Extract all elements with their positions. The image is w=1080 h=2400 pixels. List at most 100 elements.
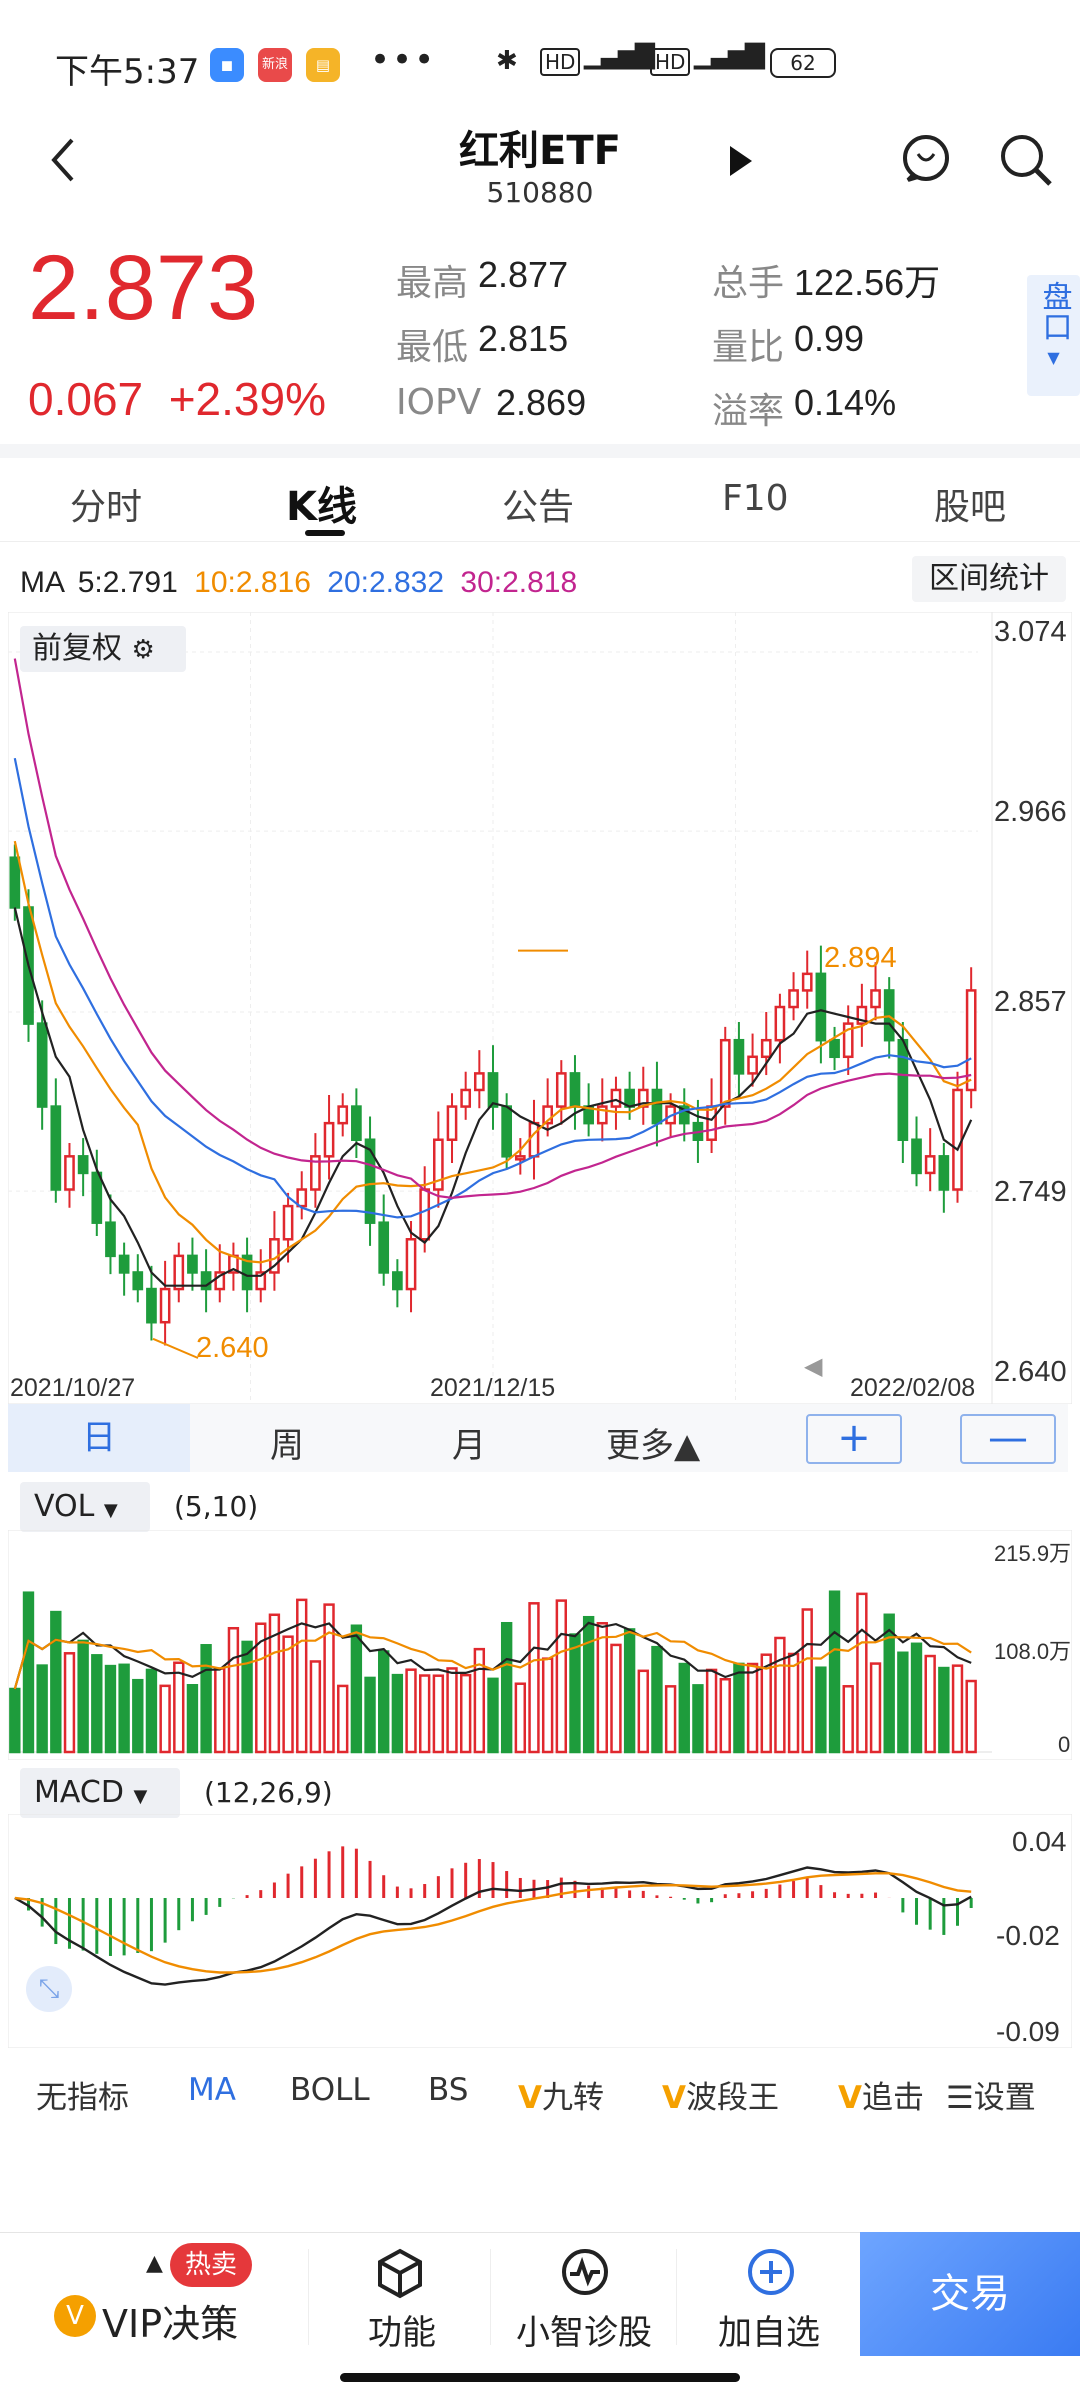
volume-chart[interactable]: [8, 1530, 1072, 1760]
candle-up: [856, 1005, 868, 1025]
tab-intraday[interactable]: 分时: [70, 487, 143, 528]
ma5-value: 5:2.791: [77, 566, 178, 599]
kline-chart[interactable]: [8, 612, 1072, 1404]
indicator-boll[interactable]: BOLL: [290, 2072, 370, 2108]
candle-up: [159, 1287, 171, 1324]
candle-down: [378, 1221, 390, 1274]
adjust-mode-button[interactable]: 前复权 ⚙: [20, 626, 186, 672]
vol-bar-up: [664, 1685, 677, 1754]
hd-icon: HD: [540, 48, 581, 76]
function-button[interactable]: 功能: [340, 2233, 460, 2363]
pankou-button[interactable]: 盘口 ▼: [1027, 275, 1080, 396]
ma10-value: 10:2.816: [194, 566, 311, 599]
caret-down-icon: ▼: [103, 1500, 118, 1521]
period-month[interactable]: 月: [452, 1426, 486, 1466]
back-button[interactable]: [44, 130, 84, 190]
vip-decision-label: VIP决策: [102, 2302, 239, 2346]
min-price-label: 2.640: [196, 1332, 269, 1364]
vol-bar-down: [200, 1644, 212, 1754]
vol-bar-down: [651, 1645, 663, 1754]
x-axis-label-start: 2021/10/27: [10, 1374, 136, 1402]
vol-bar-up: [801, 1608, 813, 1754]
vol-axis-label-top: 215.9万: [994, 1541, 1072, 1566]
hd-icon-2: HD: [650, 48, 691, 76]
gallery-app-icon: ▤: [306, 48, 340, 82]
indicator-boduanwang-label: 波段王: [686, 2080, 779, 2116]
indicator-boduanwang[interactable]: V波段王: [662, 2072, 779, 2117]
vol-bar-up: [268, 1613, 281, 1754]
indicator-ma[interactable]: MA: [188, 2072, 236, 2108]
y-axis-label: 2.749: [994, 1176, 1067, 1208]
pankou-label: 盘口: [1036, 281, 1072, 341]
tab-forum[interactable]: 股吧: [934, 487, 1007, 528]
tab-kline[interactable]: K线: [286, 484, 357, 530]
chat-button[interactable]: [898, 130, 954, 186]
diagnosis-button[interactable]: 小智诊股: [510, 2233, 660, 2363]
vol-bar-down: [500, 1621, 513, 1754]
volume-indicator-selector[interactable]: VOL ▼: [20, 1482, 150, 1532]
period-day[interactable]: 日: [8, 1404, 190, 1472]
next-stock-button[interactable]: [726, 144, 756, 178]
trade-button[interactable]: 交易: [860, 2232, 1080, 2356]
candle-up: [296, 1188, 308, 1208]
macd-indicator-selector[interactable]: MACD ▼: [20, 1768, 180, 1818]
candle-up: [542, 1105, 553, 1125]
vol-bar-down: [36, 1664, 48, 1754]
candle-down: [938, 1155, 950, 1191]
vip-v-icon: V: [838, 2080, 862, 2116]
macd-dif-line: [14, 1866, 972, 1986]
vol-bar-down: [623, 1628, 636, 1754]
indicator-bs[interactable]: BS: [428, 2072, 469, 2108]
bluetooth-icon: ✱: [496, 46, 518, 76]
vol-bar-down: [145, 1668, 158, 1754]
tab-announcements[interactable]: 公告: [502, 487, 575, 528]
vol-bar-up: [746, 1662, 759, 1754]
indicator-none[interactable]: 无指标: [36, 2080, 129, 2116]
function-label: 功能: [368, 2313, 436, 2353]
zoom-out-button[interactable]: —: [960, 1414, 1056, 1464]
period-week[interactable]: 周: [270, 1426, 304, 1466]
y-axis-label: 2.857: [994, 986, 1067, 1018]
tab-f10[interactable]: F10: [722, 478, 789, 519]
vol-bar-down: [938, 1666, 950, 1754]
candle-up: [173, 1254, 185, 1291]
macd-chart[interactable]: [8, 1814, 1072, 2048]
change-value: 0.067: [28, 373, 144, 425]
vol-bar-down: [582, 1615, 595, 1754]
more-notifications-icon: •••: [370, 40, 437, 80]
play-right-icon: [730, 146, 752, 176]
low-label: 最低: [396, 327, 469, 368]
vol-bar-down: [132, 1678, 144, 1754]
vol-bar-down: [9, 1687, 21, 1754]
candle-up: [528, 1121, 540, 1158]
search-icon: [1001, 135, 1052, 186]
vol-ma10-line: [13, 1630, 972, 1690]
search-button[interactable]: [996, 130, 1056, 190]
candle-up: [719, 1038, 731, 1108]
indicator-settings[interactable]: ☰设置: [946, 2072, 1036, 2117]
candle-up: [460, 1088, 472, 1108]
vol-bar-up: [323, 1603, 335, 1754]
candle-up: [323, 1121, 335, 1158]
vol-bar-up: [514, 1682, 527, 1754]
range-stats-button[interactable]: 区间统计: [912, 556, 1066, 602]
indicator-jiuzhuan[interactable]: V九转: [518, 2072, 604, 2117]
vol-bar-up: [214, 1667, 226, 1754]
indicator-zhuiji[interactable]: V追击: [838, 2072, 924, 2117]
vol-bar-up: [63, 1652, 76, 1754]
add-watchlist-button[interactable]: 加自选: [706, 2233, 836, 2363]
fullscreen-toggle-icon[interactable]: ⤡: [26, 1966, 72, 2012]
candle-down: [392, 1271, 403, 1291]
zoom-in-button[interactable]: +: [806, 1414, 902, 1464]
candle-down: [678, 1105, 690, 1125]
period-more[interactable]: 更多▲: [606, 1426, 701, 1466]
pulse-icon: [562, 2249, 608, 2295]
candle-down: [9, 856, 21, 909]
min-marker: [152, 1337, 199, 1359]
scroll-left-icon[interactable]: ◀: [804, 1352, 823, 1380]
ma20-line: [13, 757, 972, 1219]
candle-down: [569, 1072, 581, 1108]
vol-bar-up: [446, 1667, 458, 1754]
vol-bar-down: [828, 1590, 841, 1754]
vip-decision-button[interactable]: ▲ 热卖 V VIP决策: [50, 2233, 270, 2363]
